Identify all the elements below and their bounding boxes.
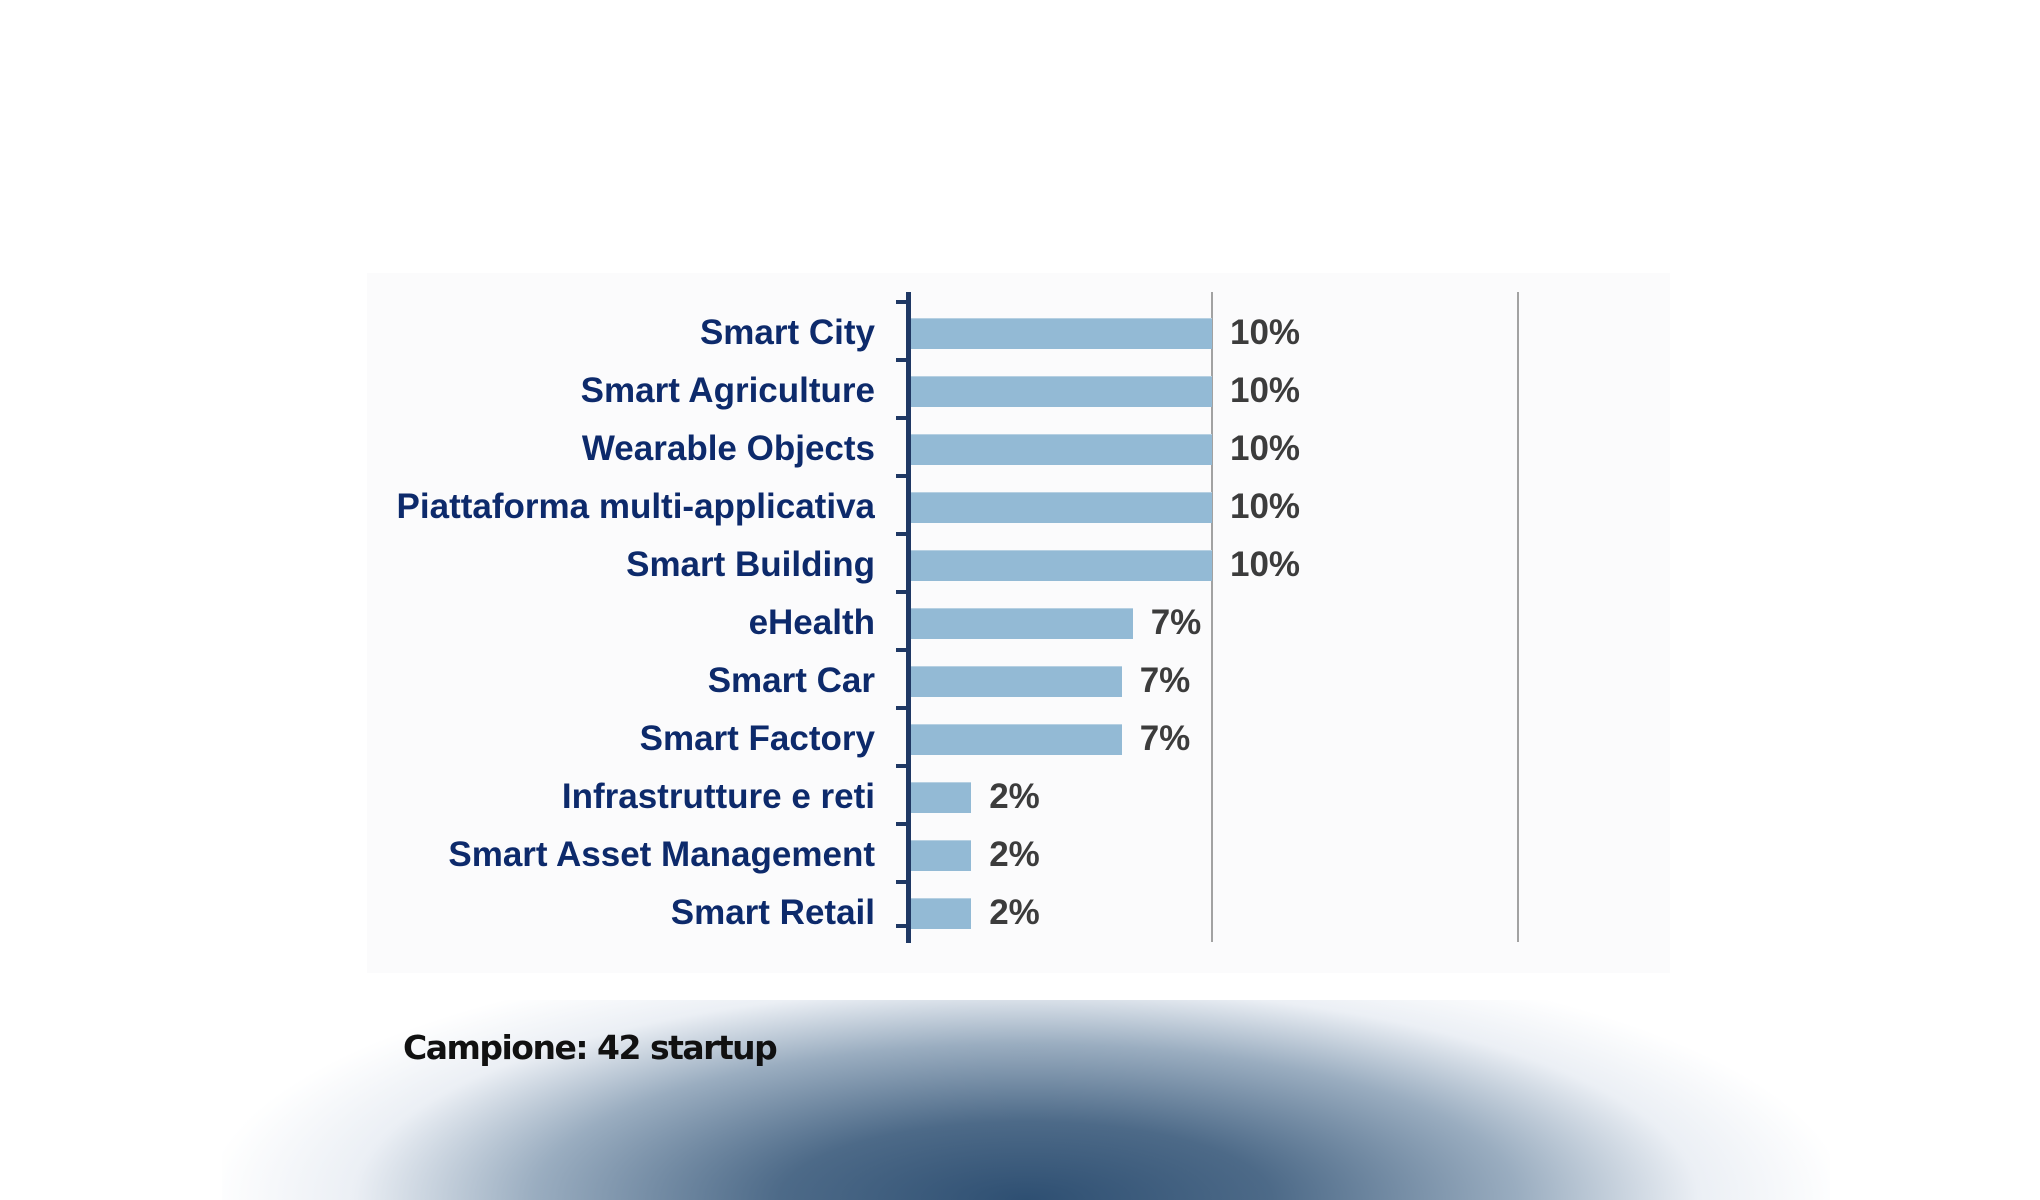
category-label: Smart Agriculture	[580, 372, 875, 410]
axis-tick	[896, 880, 908, 884]
category-label: eHealth	[748, 604, 875, 642]
category-label: Infrastrutture e reti	[561, 778, 875, 816]
value-label: 10%	[1230, 371, 1301, 410]
sample-size-note: Campione: 42 startup	[403, 1028, 778, 1067]
category-label: Wearable Objects	[581, 430, 875, 468]
bar-row: Smart Factory 7%	[0, 720, 2040, 758]
bar	[911, 318, 1212, 349]
gridline-10pct	[1211, 292, 1213, 942]
bar	[911, 550, 1212, 581]
bar-row: Smart Asset Management 2%	[0, 836, 2040, 874]
bar-row: Wearable Objects 10%	[0, 430, 2040, 468]
value-label: 10%	[1230, 429, 1301, 468]
bar-row: Infrastrutture e reti 2%	[0, 778, 2040, 816]
bottom-gradient-decoration	[222, 1000, 1830, 1200]
bar-row: Smart Agriculture 10%	[0, 372, 2040, 410]
axis-tick	[896, 474, 908, 478]
bar	[911, 840, 972, 871]
axis-tick	[896, 822, 908, 826]
bar-row: Smart Retail 2%	[0, 894, 2040, 932]
y-axis	[906, 292, 911, 943]
bar	[911, 434, 1212, 465]
axis-tick	[896, 416, 908, 420]
axis-tick	[896, 300, 908, 304]
axis-tick	[896, 764, 908, 768]
value-label: 10%	[1230, 545, 1301, 584]
bar	[911, 608, 1133, 639]
bar-row: Smart City 10%	[0, 314, 2040, 352]
axis-tick	[896, 706, 908, 710]
value-label: 7%	[1139, 661, 1191, 700]
value-label: 10%	[1230, 487, 1301, 526]
category-label: Smart Retail	[670, 894, 875, 932]
value-label: 7%	[1139, 719, 1191, 758]
bar	[911, 666, 1122, 697]
axis-tick	[896, 590, 908, 594]
bar-row: Piattaforma multi-applicativa 10%	[0, 488, 2040, 526]
category-label: Smart City	[699, 314, 875, 352]
category-label: Smart Car	[707, 662, 875, 700]
axis-tick	[896, 924, 908, 928]
value-label: 10%	[1230, 313, 1301, 352]
bar	[911, 376, 1212, 407]
category-label: Smart Factory	[639, 720, 875, 758]
bar-row: eHealth 7%	[0, 604, 2040, 642]
bar	[911, 898, 972, 929]
bar-row: Smart Building 10%	[0, 546, 2040, 584]
category-label: Smart Building	[626, 546, 875, 584]
value-label: 7%	[1150, 603, 1202, 642]
gridline-20pct	[1517, 292, 1519, 942]
axis-tick	[896, 648, 908, 652]
bar	[911, 782, 972, 813]
bar	[911, 492, 1212, 523]
category-label: Piattaforma multi-applicativa	[396, 488, 875, 526]
value-label: 2%	[989, 893, 1040, 932]
bar-row: Smart Car 7%	[0, 662, 2040, 700]
value-label: 2%	[989, 777, 1040, 816]
value-label: 2%	[989, 835, 1040, 874]
bar	[911, 724, 1122, 755]
axis-tick	[896, 358, 908, 362]
axis-tick	[896, 532, 908, 536]
category-label: Smart Asset Management	[448, 836, 875, 874]
